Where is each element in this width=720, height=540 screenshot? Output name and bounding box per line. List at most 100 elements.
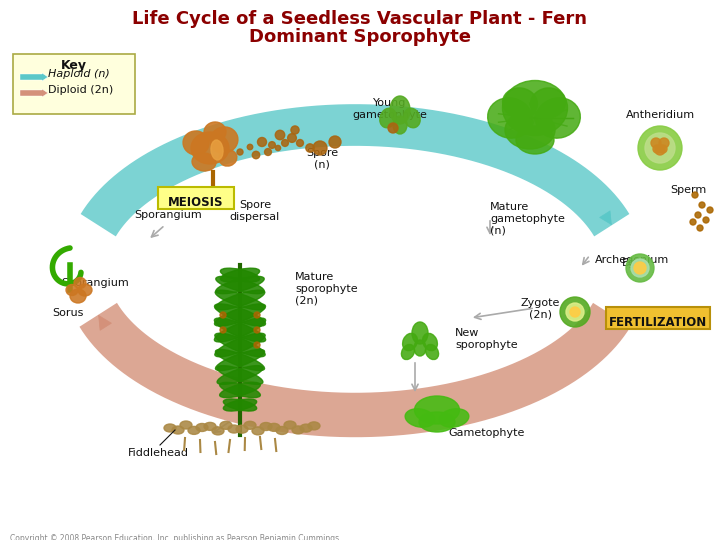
Circle shape xyxy=(690,219,696,225)
Ellipse shape xyxy=(415,396,459,424)
Text: FERTILIZATION: FERTILIZATION xyxy=(609,316,707,329)
Ellipse shape xyxy=(228,425,240,433)
Ellipse shape xyxy=(183,131,209,155)
Ellipse shape xyxy=(503,88,537,118)
Text: Life Cycle of a Seedless Vascular Plant - Fern: Life Cycle of a Seedless Vascular Plant … xyxy=(132,10,588,28)
Ellipse shape xyxy=(516,126,554,154)
Ellipse shape xyxy=(78,284,92,296)
Circle shape xyxy=(655,145,665,155)
Circle shape xyxy=(699,202,705,208)
Circle shape xyxy=(254,312,260,318)
Ellipse shape xyxy=(487,98,532,138)
Ellipse shape xyxy=(300,424,312,432)
Ellipse shape xyxy=(215,290,265,310)
Text: Haploid (n): Haploid (n) xyxy=(48,69,109,79)
Ellipse shape xyxy=(74,278,86,288)
Circle shape xyxy=(692,192,698,198)
Circle shape xyxy=(653,145,661,153)
Ellipse shape xyxy=(414,340,426,356)
Text: MEIOSIS: MEIOSIS xyxy=(168,196,224,209)
Ellipse shape xyxy=(244,421,256,429)
Text: Sporangium: Sporangium xyxy=(134,210,202,220)
Circle shape xyxy=(287,133,297,143)
Text: New
sporophyte: New sporophyte xyxy=(455,328,518,349)
Text: Antheridium: Antheridium xyxy=(626,110,695,120)
Ellipse shape xyxy=(423,333,437,350)
Ellipse shape xyxy=(220,382,261,397)
Circle shape xyxy=(697,225,703,231)
Ellipse shape xyxy=(268,423,280,431)
Ellipse shape xyxy=(215,304,266,326)
Circle shape xyxy=(264,148,271,156)
Circle shape xyxy=(638,126,682,170)
Circle shape xyxy=(703,217,709,223)
Text: Diploid (2n): Diploid (2n) xyxy=(48,85,113,95)
Ellipse shape xyxy=(212,427,224,435)
Circle shape xyxy=(252,151,260,159)
Ellipse shape xyxy=(252,427,264,435)
FancyBboxPatch shape xyxy=(158,187,234,209)
Text: Gametophyte: Gametophyte xyxy=(448,428,524,438)
Ellipse shape xyxy=(216,276,264,294)
Circle shape xyxy=(247,144,253,150)
Ellipse shape xyxy=(402,345,415,360)
Ellipse shape xyxy=(70,289,86,303)
Circle shape xyxy=(388,123,398,133)
Ellipse shape xyxy=(223,399,256,411)
Ellipse shape xyxy=(215,304,266,326)
Circle shape xyxy=(651,138,661,148)
Ellipse shape xyxy=(164,424,176,432)
Ellipse shape xyxy=(215,333,265,357)
Ellipse shape xyxy=(405,409,435,427)
Text: Young
gametophyte: Young gametophyte xyxy=(353,98,428,119)
Text: Fiddlehead: Fiddlehead xyxy=(127,448,189,458)
Ellipse shape xyxy=(204,122,226,142)
Text: Dominant Sporophyte: Dominant Sporophyte xyxy=(249,28,471,46)
Ellipse shape xyxy=(204,422,216,430)
Ellipse shape xyxy=(215,349,264,370)
Circle shape xyxy=(220,327,226,333)
Ellipse shape xyxy=(215,349,264,370)
Circle shape xyxy=(659,145,667,153)
Ellipse shape xyxy=(308,422,320,430)
Ellipse shape xyxy=(217,366,263,384)
Circle shape xyxy=(306,144,314,152)
Ellipse shape xyxy=(172,426,184,434)
Text: Spore
dispersal: Spore dispersal xyxy=(230,200,280,221)
Circle shape xyxy=(275,130,284,140)
Ellipse shape xyxy=(292,426,304,434)
Text: Key: Key xyxy=(61,59,87,72)
Ellipse shape xyxy=(276,427,288,435)
Ellipse shape xyxy=(219,150,237,166)
FancyBboxPatch shape xyxy=(606,307,710,329)
Ellipse shape xyxy=(215,333,265,357)
Ellipse shape xyxy=(215,318,266,342)
Circle shape xyxy=(329,136,341,148)
Circle shape xyxy=(560,297,590,327)
Text: Archegonium: Archegonium xyxy=(595,255,670,265)
Ellipse shape xyxy=(215,290,265,310)
Circle shape xyxy=(254,327,260,333)
Circle shape xyxy=(291,126,299,134)
Ellipse shape xyxy=(215,318,266,342)
Text: Mature
gametophyte
(n): Mature gametophyte (n) xyxy=(490,202,565,235)
Ellipse shape xyxy=(284,421,296,429)
Ellipse shape xyxy=(216,276,264,294)
Circle shape xyxy=(659,138,669,148)
Ellipse shape xyxy=(191,132,229,164)
Ellipse shape xyxy=(503,80,567,136)
Circle shape xyxy=(634,262,646,274)
Ellipse shape xyxy=(66,285,78,295)
FancyArrow shape xyxy=(20,89,48,97)
Ellipse shape xyxy=(390,96,410,124)
Ellipse shape xyxy=(439,409,469,427)
Ellipse shape xyxy=(404,108,420,128)
Ellipse shape xyxy=(505,111,555,149)
Ellipse shape xyxy=(393,116,407,134)
Ellipse shape xyxy=(217,366,263,384)
Circle shape xyxy=(566,303,584,321)
Circle shape xyxy=(282,139,289,146)
Circle shape xyxy=(254,342,260,348)
Text: Sporangium: Sporangium xyxy=(61,278,129,288)
Text: Mature
sporophyte
(2n): Mature sporophyte (2n) xyxy=(295,272,358,305)
